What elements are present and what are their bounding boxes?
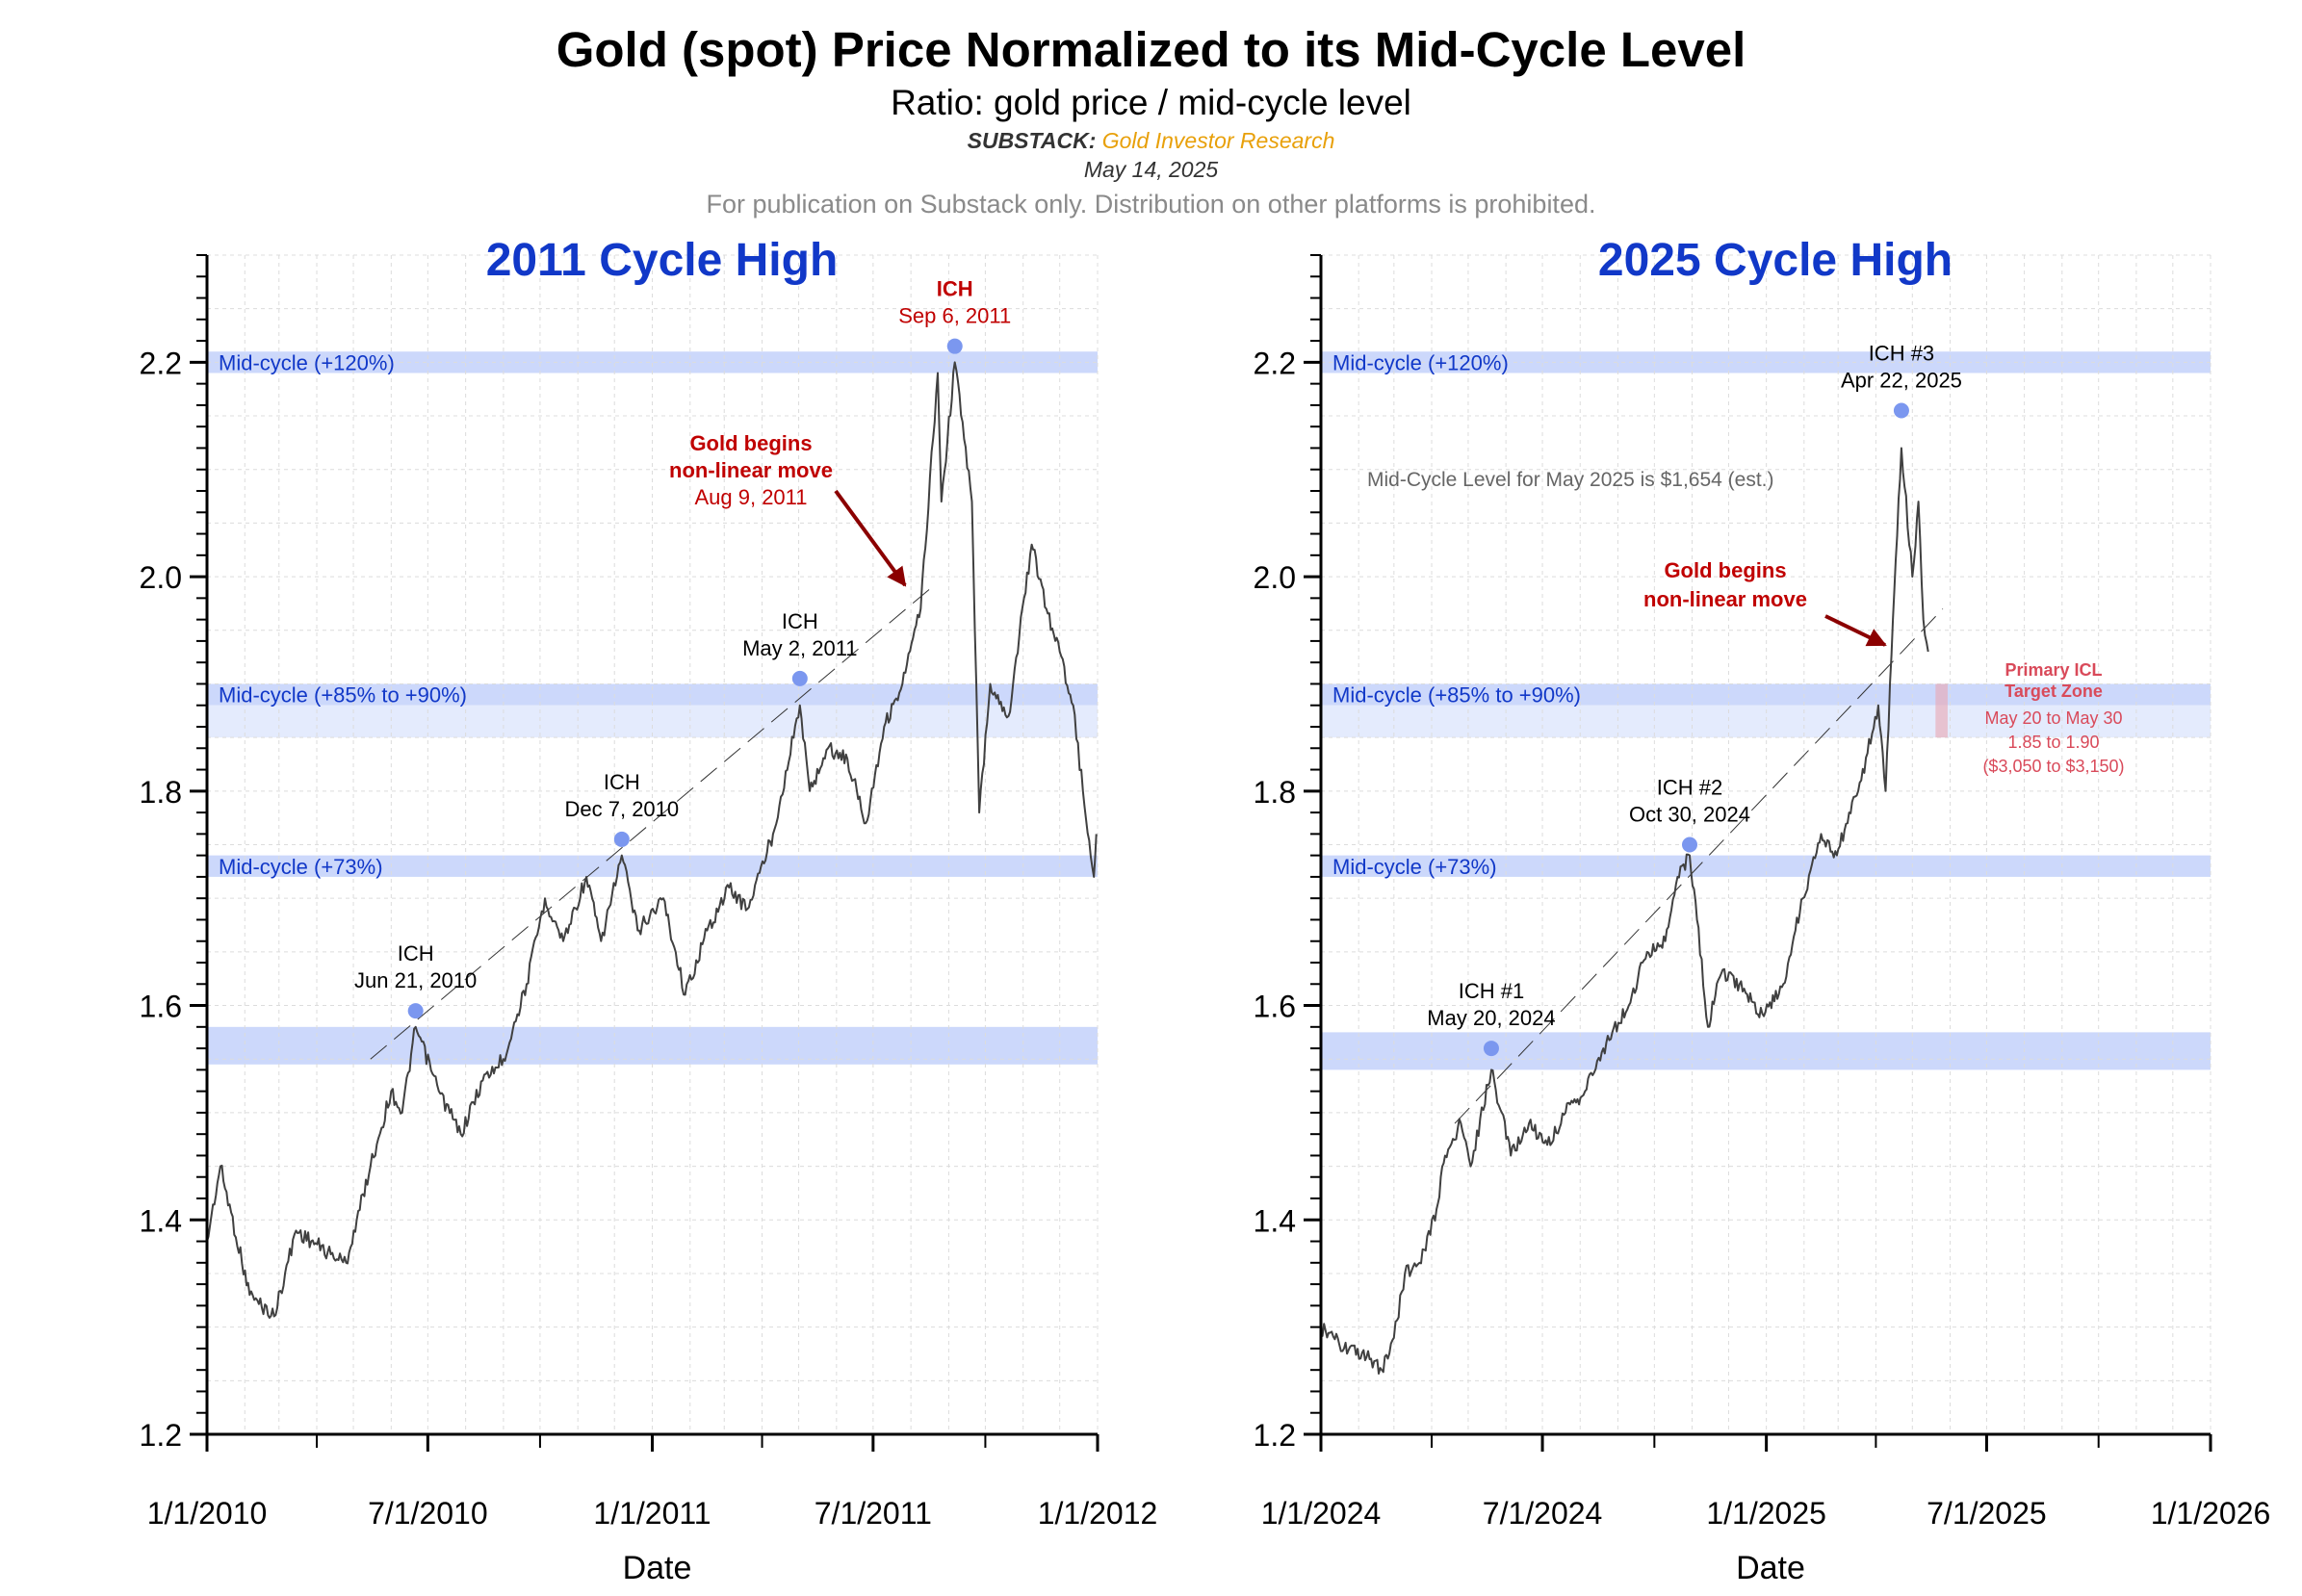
ich-label: ICH (398, 941, 434, 965)
price-ratio-series (206, 361, 1098, 1319)
y-tick-label: 1.8 (1254, 775, 1296, 810)
target-zone-range: 1.85 to 1.90 (2007, 733, 2099, 752)
ich-marker (946, 338, 963, 354)
band-label: Mid-cycle (+85% to +90%) (1332, 683, 1581, 708)
ich-marker (1483, 1041, 1499, 1057)
y-tick-label: 1.6 (140, 990, 182, 1024)
y-tick-label: 1.4 (1254, 1203, 1296, 1238)
ich-label: ICH (937, 277, 973, 301)
ich-label: ICH #2 (1657, 776, 1722, 800)
x-tick-label: 1/1/2024 (1261, 1496, 1382, 1531)
target-zone-title: Primary ICL (2005, 660, 2102, 680)
publication-date: May 14, 2025 (1083, 157, 1219, 182)
ich-date: May 2, 2011 (742, 636, 857, 660)
x-tick-label: 7/1/2011 (815, 1496, 932, 1531)
y-tick-label: 2.2 (1254, 346, 1296, 380)
band-label: Mid-cycle (+73%) (1332, 855, 1497, 879)
callout-line-2: non-linear move (1643, 587, 1807, 611)
x-tick-label: 1/1/2010 (147, 1496, 268, 1531)
x-axis-label: Date (1736, 1550, 1805, 1586)
y-tick-label: 1.8 (140, 775, 182, 810)
target-zone-subtitle: Target Zone (2005, 682, 2103, 701)
callout-line-1: Gold begins (1664, 558, 1786, 582)
x-tick-label: 7/1/2010 (368, 1496, 488, 1531)
y-tick-label: 2.2 (140, 346, 182, 380)
band-label: Mid-cycle (+120%) (219, 350, 395, 374)
panel-title: 2025 Cycle High (1598, 235, 1953, 286)
ich-marker (1681, 837, 1697, 853)
trendline (1454, 608, 1944, 1124)
ich-marker (613, 831, 630, 847)
x-tick-label: 7/1/2025 (1927, 1496, 2047, 1531)
band-label: Mid-cycle (+120%) (1332, 350, 1509, 374)
ich-date: May 20, 2024 (1427, 1006, 1555, 1030)
y-tick-label: 1.4 (140, 1203, 182, 1238)
x-tick-label: 1/1/2025 (1706, 1496, 1826, 1531)
band-1 (207, 351, 1098, 373)
x-tick-label: 1/1/2026 (2151, 1496, 2271, 1531)
y-tick-label: 1.6 (1254, 990, 1296, 1024)
ich-date: Dec 7, 2010 (565, 797, 680, 821)
band-5 (1321, 1032, 2211, 1070)
ich-marker (1893, 402, 1909, 419)
target-zone-dates: May 20 to May 30 (1984, 708, 2122, 728)
panel-title: 2011 Cycle High (486, 235, 839, 286)
ich-label: ICH #3 (1869, 341, 1934, 365)
y-tick-label: 2.0 (1254, 560, 1296, 595)
ich-marker (407, 1003, 424, 1019)
x-axis-label: Date (623, 1550, 692, 1586)
y-tick-label: 1.2 (140, 1418, 182, 1453)
price-ratio-series (1320, 447, 1929, 1375)
x-tick-label: 1/1/2011 (593, 1496, 711, 1531)
x-tick-label: 7/1/2024 (1483, 1496, 1603, 1531)
ich-date: Oct 30, 2024 (1629, 803, 1750, 827)
callout-line-1: Gold begins (689, 431, 812, 455)
chart-panel-2: Mid-cycle (+120%) Mid-cycle (+85% to +90%… (1254, 235, 2271, 1586)
source-label: SUBSTACK: (967, 128, 1097, 153)
band-4 (1321, 855, 2211, 877)
band-2 (1321, 683, 2211, 706)
chart-panel-1: Mid-cycle (+120%) Mid-cycle (+85% to +90%… (140, 235, 1158, 1586)
target-zone-rect (1935, 683, 1948, 738)
distribution-notice: For publication on Substack only. Distri… (706, 190, 1596, 219)
mid-cycle-note: Mid-Cycle Level for May 2025 is $1,654 (… (1367, 469, 1774, 491)
band-label: Mid-cycle (+73%) (219, 855, 383, 879)
source-name: Gold Investor Research (1101, 128, 1335, 153)
ich-date: Jun 21, 2010 (354, 968, 477, 992)
callout-line-2: non-linear move (669, 458, 833, 482)
y-tick-label: 2.0 (140, 560, 182, 595)
ich-label: ICH #1 (1459, 979, 1524, 1003)
chart-title: Gold (spot) Price Normalized to its Mid-… (556, 22, 1746, 77)
source-line: SUBSTACK: Gold Investor Research (0, 128, 2302, 154)
ich-date: Apr 22, 2025 (1841, 368, 1962, 392)
ich-date: Sep 6, 2011 (898, 304, 1011, 328)
callout-arrow (1824, 614, 1887, 647)
chart-subtitle: Ratio: gold price / mid-cycle level (891, 83, 1411, 122)
callout-arrow (834, 489, 907, 587)
callout-line-3: Aug 9, 2011 (694, 485, 807, 509)
ich-label: ICH (782, 609, 818, 633)
band-label: Mid-cycle (+85% to +90%) (219, 683, 467, 708)
band-1 (1321, 351, 2211, 373)
x-tick-label: 1/1/2012 (1038, 1496, 1158, 1531)
ich-label: ICH (604, 770, 640, 794)
target-zone-prices: ($3,050 to $3,150) (1982, 757, 2124, 776)
ich-marker (791, 670, 808, 686)
y-tick-label: 1.2 (1254, 1418, 1296, 1453)
